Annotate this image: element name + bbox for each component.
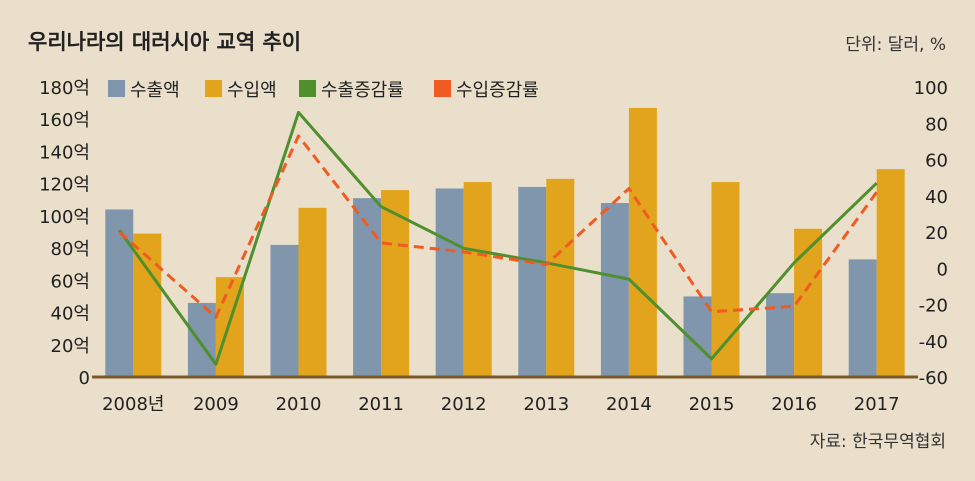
legend-swatch <box>299 80 316 97</box>
x-tick-label: 2015 <box>689 394 735 415</box>
right-tick-label: 40 <box>925 187 948 208</box>
bars <box>105 107 905 377</box>
export-bar <box>105 209 134 377</box>
legend-label: 수입증감률 <box>456 80 539 101</box>
unit-label: 단위: 달러, % <box>845 35 946 55</box>
export-bar <box>435 188 464 377</box>
left-tick-label: 60억 <box>51 271 90 292</box>
import-growth-line <box>118 134 878 319</box>
left-tick-label: 40억 <box>51 304 90 325</box>
export-bar <box>600 203 629 377</box>
x-tick-label: 2017 <box>854 394 900 415</box>
x-tick-label: 2012 <box>441 394 487 415</box>
export-bar <box>848 259 877 377</box>
chart-title: 우리나라의 대러시아 교역 추이 <box>28 30 301 54</box>
left-tick-label: 100억 <box>39 207 90 228</box>
left-tick-label: 180억 <box>39 78 90 99</box>
import-bar <box>794 228 823 377</box>
right-axis: -60 -40 -20 0 20 40 60 80 100 <box>914 78 948 389</box>
right-tick-label: 0 <box>937 259 948 280</box>
import-bar <box>463 182 492 377</box>
x-tick-label: 2016 <box>771 394 817 415</box>
import-bar <box>298 207 327 377</box>
right-tick-label: 20 <box>925 223 948 244</box>
x-tick-label: 2014 <box>606 394 652 415</box>
left-axis: 0 20억 40억 60억 80억 100억 120억 140억 160억 180억 <box>39 78 90 389</box>
right-tick-label: 80 <box>925 114 948 135</box>
right-tick-label: -40 <box>919 332 948 353</box>
export-growth-line <box>118 110 878 366</box>
export-bar <box>270 244 299 377</box>
source-label: 자료: 한국무역협회 <box>810 432 946 452</box>
lines <box>118 110 878 366</box>
left-tick-label: 20억 <box>51 336 90 357</box>
legend-swatch <box>205 80 222 97</box>
legend-swatch <box>434 80 451 97</box>
left-tick-label: 120억 <box>39 175 90 196</box>
right-tick-label: 100 <box>914 78 948 99</box>
left-tick-label: 140억 <box>39 142 90 163</box>
right-tick-label: -20 <box>919 296 948 317</box>
legend-label: 수출증감률 <box>321 80 404 101</box>
import-bar <box>628 107 657 377</box>
import-bar <box>381 190 410 377</box>
x-tick-label: 2010 <box>276 394 322 415</box>
right-tick-label: 60 <box>925 151 948 172</box>
import-bar <box>711 182 740 377</box>
export-bar <box>353 198 382 377</box>
x-tick-label: 2011 <box>358 394 404 415</box>
left-tick-label: 160억 <box>39 110 90 131</box>
legend-swatch <box>108 80 125 97</box>
legend-label: 수출액 <box>130 80 180 101</box>
import-bar <box>546 178 575 377</box>
legend: 수출액 수입액 수출증감률 수입증감률 <box>108 80 539 101</box>
x-tick-label: 2008년 <box>102 394 164 415</box>
left-tick-label: 0 <box>79 368 90 389</box>
import-bar <box>876 169 905 377</box>
right-tick-label: -60 <box>919 368 948 389</box>
legend-label: 수입액 <box>227 80 277 101</box>
left-tick-label: 80억 <box>51 239 90 260</box>
export-bar <box>518 186 547 377</box>
x-tick-label: 2009 <box>193 394 239 415</box>
export-bar <box>187 302 216 377</box>
x-tick-label: 2013 <box>523 394 569 415</box>
x-axis: 2008년 2009 2010 2011 2012 2013 2014 2015 2016 201… <box>102 394 899 415</box>
